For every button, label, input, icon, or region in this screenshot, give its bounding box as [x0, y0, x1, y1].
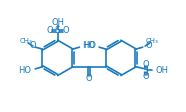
Text: O: O — [46, 26, 53, 35]
Text: O: O — [30, 41, 36, 50]
Text: HO: HO — [18, 66, 31, 75]
Text: S: S — [143, 66, 149, 75]
Text: CH₃: CH₃ — [145, 38, 158, 44]
Text: O: O — [142, 72, 149, 81]
Text: OH: OH — [51, 18, 64, 27]
Text: HO: HO — [82, 41, 95, 50]
Text: HO: HO — [84, 41, 97, 50]
Text: OH: OH — [155, 66, 169, 75]
Text: S: S — [55, 26, 60, 35]
Text: O: O — [142, 60, 149, 69]
Text: O: O — [86, 74, 93, 83]
Text: O: O — [62, 26, 69, 35]
Text: O: O — [145, 41, 152, 50]
Text: CH₃: CH₃ — [20, 38, 33, 44]
